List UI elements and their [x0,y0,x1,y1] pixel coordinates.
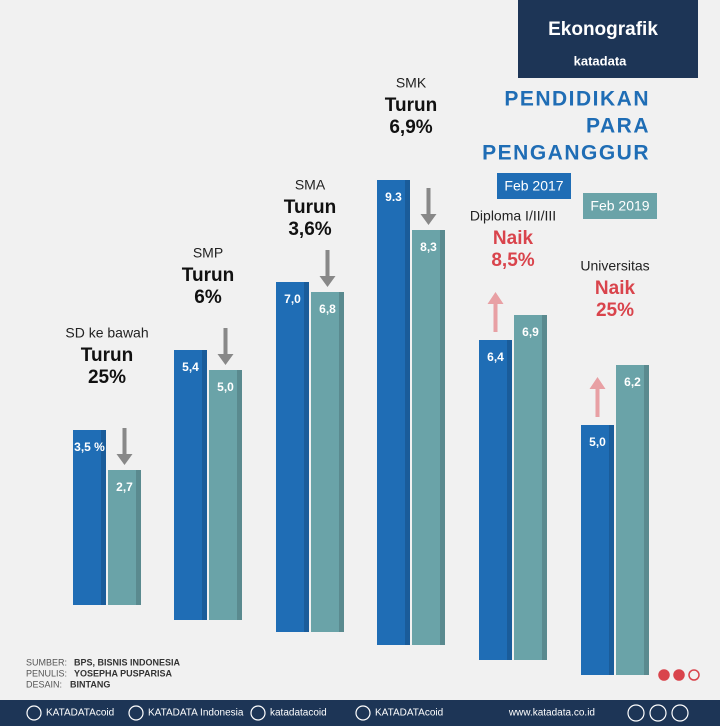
change-direction: Naik [595,278,636,299]
category-label: SMP [193,245,223,261]
arrow-head [589,377,606,389]
bar [377,180,410,645]
value-label: 9.3 [385,190,402,204]
chart-title: PENDIDIKAN [504,88,650,111]
category-label: Diploma I/II/III [470,208,556,224]
bar-side [609,425,614,675]
social-icon [250,705,266,721]
category-label: SMA [295,177,326,193]
bar [581,425,614,675]
social-icon [26,705,42,721]
category-label: Universitas [580,258,649,274]
value-label: 3,5 % [74,440,105,454]
change-amount: 6% [194,287,222,308]
value-label: 6,8 [319,302,336,316]
bar [108,470,141,605]
credit-label: SUMBER: [26,657,67,667]
change-amount: 3,6% [288,219,331,240]
footer-icon [671,704,689,722]
change-direction: Turun [81,345,133,366]
value-label: 5,4 [182,360,199,374]
change-direction: Turun [385,95,437,116]
credit-text: YOSEPHA PUSPARISA [74,668,173,678]
value-label: 8,3 [420,240,437,254]
website: www.katadata.co.id [508,708,595,719]
bar [412,230,445,645]
bar [276,282,309,632]
bar-side [542,315,547,660]
bar-side [440,230,445,645]
legend-swatch [497,173,571,199]
bar-side [304,282,309,632]
social-handle: KATADATA Indonesia [148,708,244,719]
value-label: 2,7 [116,480,133,494]
legend-swatch [583,193,657,219]
bar-side [405,180,410,645]
page-dot [673,669,685,681]
bar [73,430,106,605]
brand-title: Ekonografik [548,19,658,40]
arrow-head [420,214,437,225]
bar-side [237,370,242,620]
bar-side [339,292,344,632]
value-label: 5,0 [217,380,234,394]
change-direction: Naik [493,228,534,249]
change-direction: Turun [182,265,234,286]
chart-title: PENGANGGUR [482,142,650,165]
value-label: 6,4 [487,350,504,364]
bar [174,350,207,620]
arrow-head [319,276,336,287]
bar-side [644,365,649,675]
category-label: SD ke bawah [65,325,148,341]
credit-text: BPS, BISNIS INDONESIA [74,657,181,667]
legend-label: Feb 2019 [590,198,649,214]
credit-label: DESAIN: [26,679,62,689]
credit-text: BINTANG [70,679,110,689]
bar [311,292,344,632]
social-icon [128,705,144,721]
social-handle: katadatacoid [270,708,327,719]
arrow-head [487,292,504,304]
change-amount: 25% [596,300,634,321]
page-dot [658,669,670,681]
bar-side [101,430,106,605]
footer-bar [0,700,720,726]
social-icon [355,705,371,721]
legend-label: Feb 2017 [504,178,563,194]
change-amount: 25% [88,367,126,388]
value-label: 6,2 [624,375,641,389]
bar-side [136,470,141,605]
change-amount: 6,9% [389,117,432,138]
brand-box [518,0,698,78]
footer-icon [649,704,667,722]
category-label: SMK [396,75,427,91]
bar-side [507,340,512,660]
value-label: 5,0 [589,435,606,449]
change-direction: Turun [284,197,336,218]
change-amount: 8,5% [491,250,534,271]
social-handle: KATADATAcoid [375,708,443,719]
credit-label: PENULIS: [26,668,67,678]
bar [479,340,512,660]
chart-title: PARA [586,115,650,138]
bar-side [202,350,207,620]
brand-publisher: katadata [574,53,628,68]
bar [514,315,547,660]
value-label: 6,9 [522,325,539,339]
bar [209,370,242,620]
arrow-head [116,454,133,465]
value-label: 7,0 [284,292,301,306]
page-dot [688,669,700,681]
footer-icon [627,704,645,722]
arrow-head [217,354,234,365]
bar [616,365,649,675]
social-handle: KATADATAcoid [46,708,114,719]
